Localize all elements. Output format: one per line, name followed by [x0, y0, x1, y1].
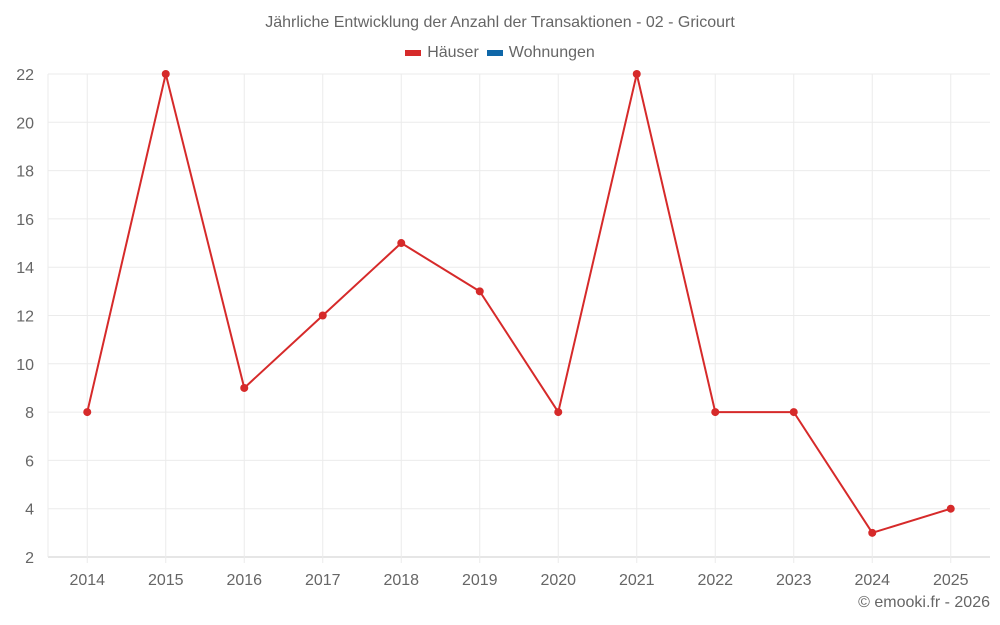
- x-tick-label: 2017: [305, 572, 341, 589]
- legend-item-wohnungen[interactable]: Wohnungen: [486, 44, 595, 62]
- copyright-credit: © emooki.fr - 2026: [858, 594, 990, 611]
- data-point: [161, 70, 170, 78]
- y-tick-label: 14: [16, 260, 34, 277]
- y-tick-label: 10: [16, 357, 34, 374]
- x-tick-label: 2021: [619, 572, 655, 589]
- y-tick-label: 4: [25, 502, 34, 519]
- y-tick-label: 6: [25, 453, 34, 470]
- chart-title: Jährliche Entwicklung der Anzahl der Tra…: [265, 14, 735, 31]
- series-line: [86, 73, 952, 535]
- y-tick-label: 2: [25, 550, 34, 567]
- data-point: [868, 528, 877, 537]
- y-tick-label: 22: [16, 67, 34, 84]
- legend-swatch-haeuser: [405, 50, 422, 56]
- data-point: [632, 70, 641, 78]
- legend-label-wohnungen: Wohnungen: [508, 44, 595, 61]
- x-tick-label: 2022: [697, 572, 733, 589]
- legend-swatch-wohnungen: [486, 50, 503, 56]
- data-point: [789, 408, 798, 417]
- y-tick-label: 20: [16, 115, 34, 132]
- data-point: [318, 311, 327, 320]
- data-point: [83, 408, 92, 417]
- data-point: [475, 287, 484, 296]
- x-tick-label: 2025: [933, 572, 969, 589]
- y-tick-label: 12: [16, 309, 34, 326]
- data-point: [397, 239, 406, 248]
- data-point: [711, 408, 720, 417]
- x-tick-label: 2020: [540, 572, 576, 589]
- y-tick-label: 16: [16, 212, 34, 229]
- x-tick-label: 2024: [854, 572, 890, 589]
- y-tick-label: 8: [25, 405, 34, 422]
- x-tick-label: 2018: [383, 572, 419, 589]
- x-tick-label: 2015: [148, 572, 184, 589]
- x-tick-label: 2014: [69, 572, 105, 589]
- x-tick-label: 2023: [776, 572, 812, 589]
- legend-item-haeuser[interactable]: Häuser: [405, 44, 479, 62]
- legend: Häuser Wohnungen: [0, 44, 1000, 62]
- x-tick-label: 2016: [226, 572, 262, 589]
- y-tick-label: 18: [16, 164, 34, 181]
- x-tick-label: 2019: [462, 572, 498, 589]
- data-point: [240, 383, 249, 392]
- data-point: [554, 408, 563, 417]
- legend-label-haeuser: Häuser: [427, 44, 479, 61]
- data-point: [946, 504, 955, 513]
